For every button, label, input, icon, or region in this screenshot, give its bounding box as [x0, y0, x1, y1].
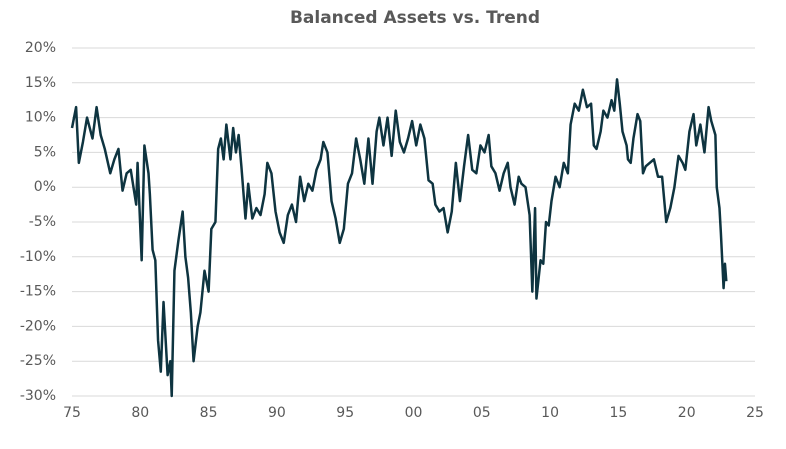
y-tick-label: -10% [20, 249, 56, 265]
x-tick-label: 05 [473, 405, 491, 421]
x-tick-label: 75 [63, 405, 81, 421]
y-tick-label: 20% [25, 40, 56, 56]
x-tick-label: 85 [200, 405, 218, 421]
y-tick-label: -5% [29, 214, 56, 230]
chart-title: Balanced Assets vs. Trend [290, 8, 540, 28]
x-tick-label: 15 [609, 405, 627, 421]
x-tick-label: 25 [746, 405, 764, 421]
y-tick-label: -20% [20, 318, 56, 334]
y-tick-label: -15% [20, 284, 56, 300]
x-tick-label: 10 [541, 405, 559, 421]
y-tick-label: -30% [20, 388, 56, 404]
line-series [70, 78, 728, 398]
y-tick-label: 0% [34, 179, 56, 195]
x-tick-label: 90 [268, 405, 286, 421]
y-tick-label: 15% [25, 75, 56, 91]
y-tick-label: -25% [20, 353, 56, 369]
y-tick-label: 5% [34, 144, 56, 160]
x-tick-label: 95 [336, 405, 354, 421]
x-tick-label: 00 [405, 405, 423, 421]
x-tick-label: 20 [678, 405, 696, 421]
x-tick-label: 80 [131, 405, 149, 421]
y-tick-label: 10% [25, 110, 56, 126]
